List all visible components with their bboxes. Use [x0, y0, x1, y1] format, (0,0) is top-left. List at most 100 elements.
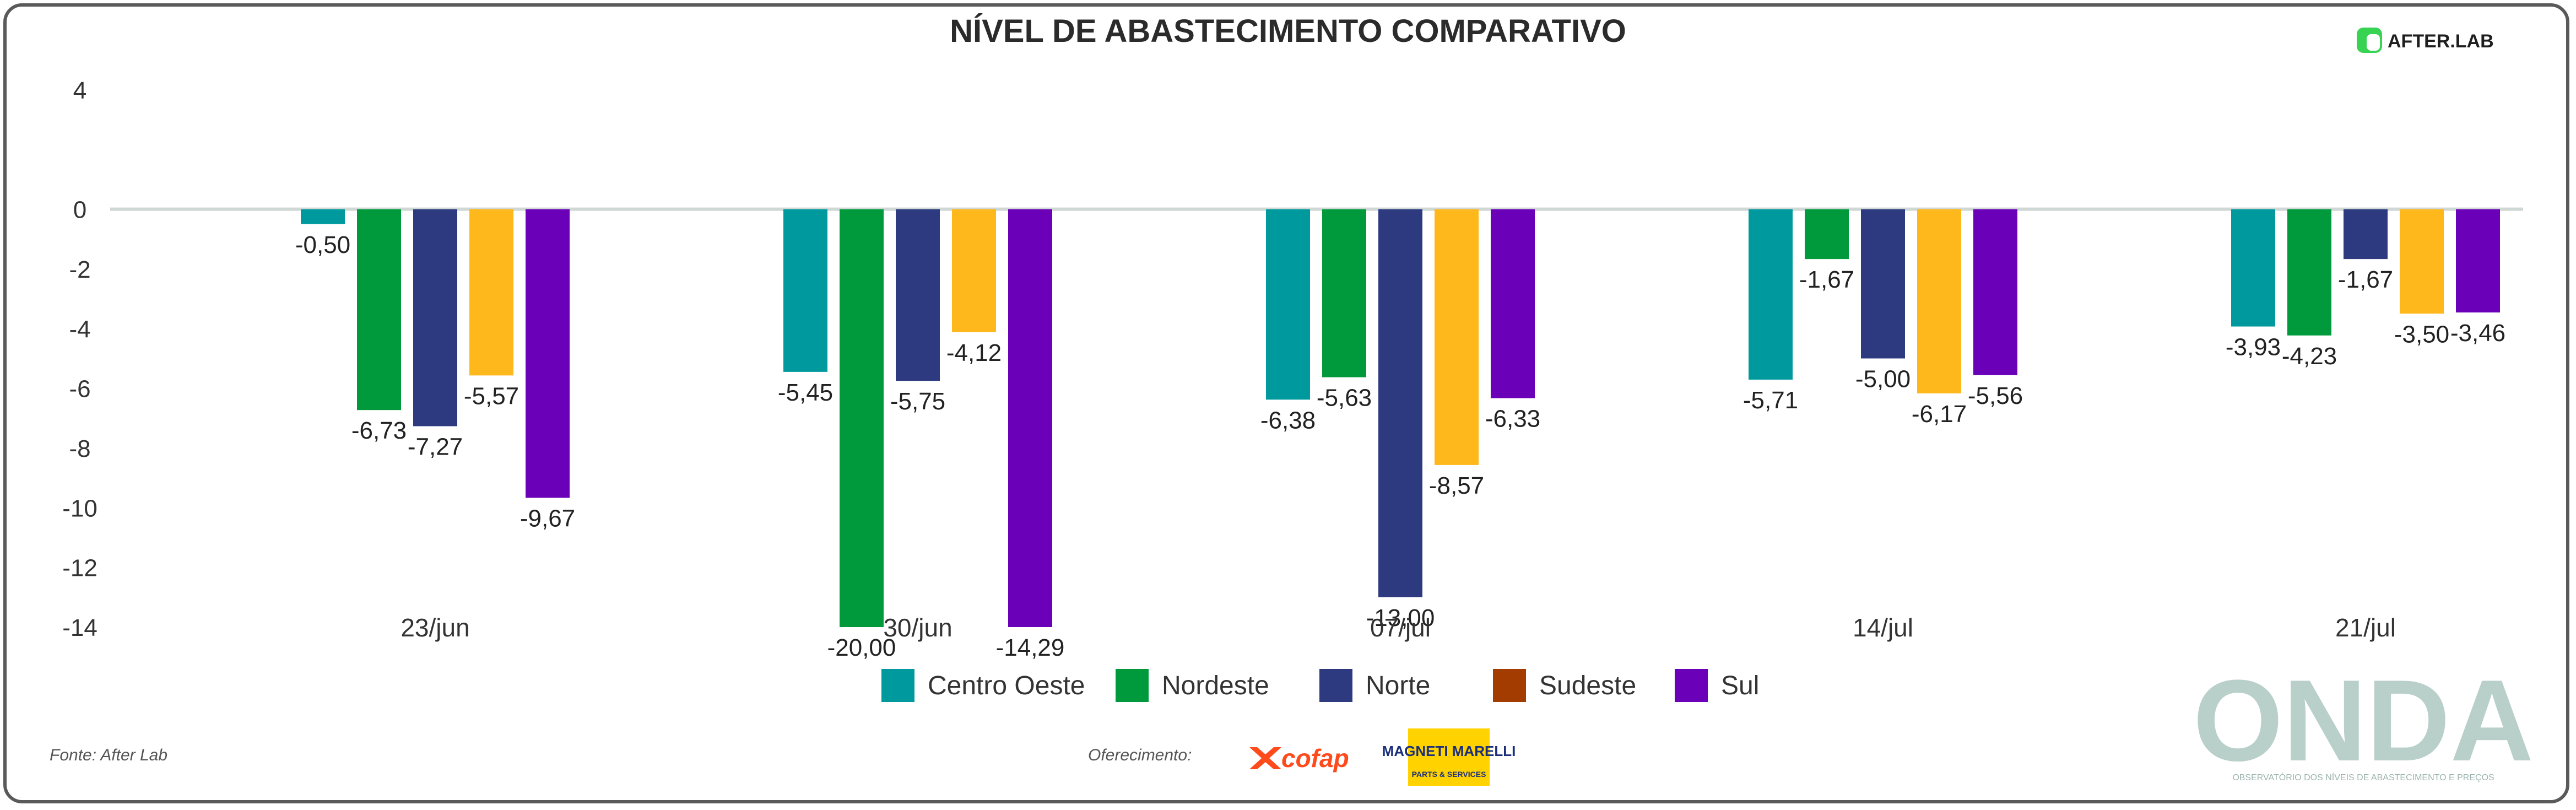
y-tick-label: -12 [62, 555, 98, 582]
legend-swatch [1493, 669, 1526, 702]
bar-value-label: -5,45 [778, 379, 833, 406]
bar [2400, 209, 2444, 314]
bar [1008, 209, 1052, 628]
cofap-logo: cofap [1249, 744, 1349, 773]
bar [469, 209, 513, 376]
y-tick-label: -2 [69, 256, 90, 283]
x-category-label: 30/jun [883, 613, 952, 642]
bar [1805, 209, 1849, 260]
legend-label: Norte [1366, 671, 1430, 700]
y-tick-label: -8 [69, 435, 90, 462]
x-category-label: 07/jul [1370, 613, 1431, 642]
bar [1861, 209, 1905, 359]
chart-title: NÍVEL DE ABASTECIMENTO COMPARATIVO [950, 13, 1626, 49]
onda-logo: ONDA OBSERVATÓRIO DOS NÍVEIS DE ABASTECI… [2193, 656, 2534, 785]
bar-value-label: -5,00 [1855, 366, 1911, 393]
bar [952, 209, 996, 332]
y-tick-label: -4 [69, 316, 90, 343]
legend-swatch [1116, 669, 1149, 702]
bar-value-label: -5,56 [1968, 382, 2023, 409]
bar [1322, 209, 1366, 377]
legend-swatch [881, 669, 914, 702]
x-category-label: 23/jun [401, 613, 469, 642]
legend: Centro Oeste Nordeste Norte Sudeste Sul [881, 669, 1759, 702]
onda-logo-subtext: OBSERVATÓRIO DOS NÍVEIS DE ABASTECIMENTO… [2232, 772, 2494, 782]
bar-value-label: -6,73 [351, 417, 407, 444]
bar-value-label: -13,00 [1366, 604, 1435, 631]
bar-value-label: -1,67 [1799, 266, 1854, 293]
legend-label: Sul [1721, 671, 1759, 700]
bar-value-label: -5,57 [464, 382, 519, 409]
source-note: Fonte: After Lab [50, 746, 167, 764]
legend-swatch [1319, 669, 1352, 702]
bar-value-label: -3,50 [2394, 321, 2449, 348]
bar-value-label: -5,71 [1743, 387, 1798, 414]
bar [2344, 209, 2388, 260]
bar [1435, 209, 1479, 465]
bar-value-label: -20,00 [827, 634, 896, 661]
legend-label: Centro Oeste [928, 671, 1085, 700]
bar-value-label: -6,33 [1485, 406, 1540, 433]
magneti-marelli-badge [1408, 728, 1490, 786]
bar [301, 209, 345, 224]
bar [1917, 209, 1961, 393]
bar-value-label: -4,23 [2282, 343, 2337, 370]
legend-label: Nordeste [1162, 671, 1269, 700]
bar-value-label: -3,93 [2226, 334, 2281, 361]
afterlab-logo: AFTER.LAB [2357, 28, 2494, 53]
legend-item: Nordeste [1116, 669, 1269, 702]
bar [1973, 209, 2017, 375]
bar [1266, 209, 1310, 400]
bar-value-label: -5,75 [890, 388, 945, 415]
legend-item: Sul [1675, 669, 1759, 702]
bar [413, 209, 457, 426]
x-axis: 23/jun 30/jun 07/jul 14/jul 21/jul [401, 613, 2396, 642]
bar [2287, 209, 2331, 336]
bar [783, 209, 827, 372]
legend-swatch [1675, 669, 1708, 702]
bar-value-label: -3,46 [2450, 320, 2505, 347]
y-tick-label: 0 [73, 197, 86, 224]
legend-label: Sudeste [1539, 671, 1636, 700]
bar [1491, 209, 1535, 398]
bars [301, 209, 2500, 628]
bar-value-label: -7,27 [408, 433, 463, 460]
data-labels: -0,50 -6,73-7,27-5,57 -9,67 -5,45 -20,00 -5,7… [295, 231, 2505, 661]
magneti-marelli-subtext: PARTS & SERVICES [1412, 770, 1486, 779]
afterlab-logo-mark-inner [2367, 34, 2380, 51]
bar [1749, 209, 1793, 380]
bar-value-label: -0,50 [295, 231, 350, 258]
x-category-label: 14/jul [1853, 613, 1913, 642]
y-axis: 4 0 -2 -4 -6 -8 -10 -12 -14 [62, 77, 98, 641]
bar [896, 209, 940, 381]
afterlab-logo-text: AFTER.LAB [2388, 31, 2494, 52]
y-tick-label: 4 [73, 77, 86, 104]
legend-item: Sudeste [1493, 669, 1636, 702]
bar-value-label: -14,29 [996, 634, 1065, 661]
bar-value-label: -6,38 [1260, 407, 1316, 434]
bar [2231, 209, 2275, 327]
bar-value-label: -8,57 [1429, 472, 1484, 499]
magneti-marelli-text: MAGNETI MARELLI [1382, 743, 1516, 759]
onda-logo-text: ONDA [2193, 656, 2534, 785]
legend-item: Norte [1319, 669, 1430, 702]
bar [1378, 209, 1422, 597]
bar [840, 209, 884, 628]
y-tick-label: -6 [69, 376, 90, 403]
bar-value-label: -5,63 [1317, 385, 1372, 412]
cofap-logo-mark [1249, 747, 1281, 769]
bar-value-label: -1,67 [2338, 266, 2393, 293]
magneti-marelli-logo: MAGNETI MARELLI PARTS & SERVICES [1382, 728, 1516, 786]
legend-item: Centro Oeste [881, 669, 1085, 702]
cofap-logo-text: cofap [1281, 744, 1349, 773]
bar-value-label: -6,17 [1912, 401, 1967, 428]
sponsors-label: Oferecimento: [1088, 746, 1192, 764]
bar [357, 209, 401, 411]
bar [526, 209, 570, 498]
bar-value-label: -9,67 [520, 505, 575, 532]
bar [2456, 209, 2500, 313]
bar-value-label: -4,12 [946, 339, 1002, 366]
y-tick-label: -14 [62, 614, 98, 641]
y-tick-label: -10 [62, 495, 98, 522]
